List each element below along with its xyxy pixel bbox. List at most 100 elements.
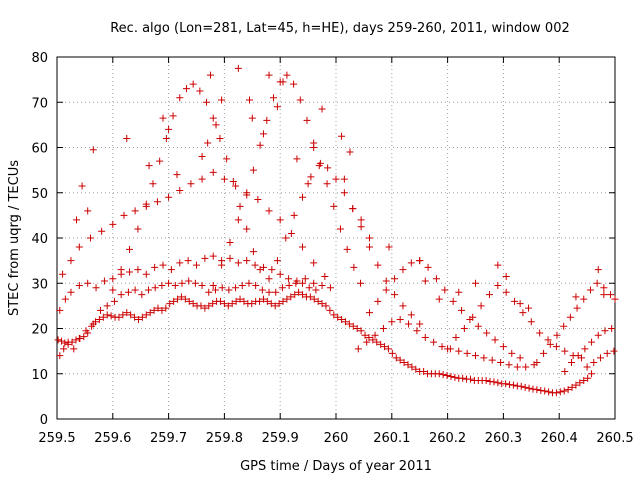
data-point: [564, 386, 572, 394]
data-point: [482, 377, 490, 385]
data-point: [218, 284, 226, 292]
data-point: [521, 383, 529, 391]
data-point: [363, 338, 371, 346]
data-point: [527, 318, 535, 326]
data-point: [546, 340, 554, 348]
x-tick-label: 260.5: [596, 431, 633, 446]
data-point: [197, 302, 205, 310]
data-point: [391, 291, 399, 299]
data-point: [451, 373, 459, 381]
data-point: [330, 202, 338, 210]
data-point: [98, 227, 106, 235]
data-point: [103, 311, 111, 319]
data-point: [295, 288, 303, 296]
data-point: [474, 322, 482, 330]
data-point: [209, 300, 217, 308]
data-point: [561, 367, 569, 375]
data-point: [276, 270, 284, 278]
data-point: [56, 306, 64, 314]
data-point: [232, 182, 240, 190]
data-point: [159, 261, 167, 269]
data-point: [581, 345, 589, 353]
data-point: [374, 261, 382, 269]
grid: [57, 57, 615, 419]
data-point: [142, 202, 150, 210]
data-point: [67, 257, 75, 265]
data-point: [310, 279, 318, 287]
data-point: [275, 300, 283, 308]
data-point: [303, 116, 311, 124]
data-point: [552, 389, 560, 397]
data-point: [561, 347, 569, 355]
data-point: [109, 286, 117, 294]
data-point: [171, 282, 179, 290]
data-point: [583, 363, 591, 371]
data-point: [226, 239, 234, 247]
x-tick-label: 259.5: [38, 431, 75, 446]
x-tick-label: 259.8: [206, 431, 243, 446]
data-point: [225, 286, 233, 294]
data-point: [611, 295, 619, 303]
data-point: [494, 282, 502, 290]
data-point: [97, 306, 105, 314]
data-point: [146, 309, 154, 317]
data-point: [584, 374, 592, 382]
data-point: [165, 279, 173, 287]
data-point: [184, 257, 192, 265]
data-point: [505, 361, 513, 369]
data-point: [373, 338, 381, 346]
data-point: [420, 367, 428, 375]
data-point: [607, 291, 615, 299]
data-point: [151, 284, 159, 292]
data-point: [117, 291, 125, 299]
data-point: [54, 336, 62, 344]
data-point: [226, 254, 234, 262]
data-point: [265, 288, 273, 296]
x-tick-label: 260.2: [429, 431, 466, 446]
data-point: [553, 331, 561, 339]
data-point: [452, 334, 460, 342]
data-point: [533, 386, 541, 394]
data-point: [369, 336, 377, 344]
data-point: [189, 80, 197, 88]
data-point: [73, 216, 81, 224]
data-point: [483, 329, 491, 337]
data-point: [441, 286, 449, 294]
data-point: [158, 306, 166, 314]
data-point: [216, 134, 224, 142]
data-point: [124, 288, 132, 296]
data-point: [211, 286, 219, 294]
data-point: [508, 349, 516, 357]
data-point: [82, 327, 90, 335]
x-tick-label: 260.3: [485, 431, 522, 446]
data-point: [56, 352, 64, 360]
data-point: [256, 266, 264, 274]
data-point: [455, 288, 463, 296]
data-point: [270, 94, 278, 102]
data-point: [382, 286, 390, 294]
data-point: [305, 284, 313, 292]
data-point: [86, 234, 94, 242]
data-point: [209, 114, 217, 122]
data-point: [127, 311, 135, 319]
data-point: [165, 125, 173, 133]
data-point: [265, 71, 273, 79]
data-point: [310, 259, 318, 267]
data-point: [123, 134, 131, 142]
data-point: [232, 284, 240, 292]
data-point: [218, 96, 226, 104]
data-point: [299, 279, 307, 287]
data-point: [107, 312, 115, 320]
data-point: [117, 266, 125, 274]
x-tick-label: 259.9: [262, 431, 299, 446]
data-point: [353, 325, 361, 332]
data-point: [84, 207, 92, 215]
data-point: [145, 162, 153, 170]
data-point: [131, 207, 139, 215]
data-point: [59, 270, 67, 278]
data-point: [198, 153, 206, 161]
data-point: [191, 279, 199, 287]
data-point: [349, 205, 357, 213]
data-point: [61, 295, 69, 303]
data-point: [61, 339, 69, 347]
